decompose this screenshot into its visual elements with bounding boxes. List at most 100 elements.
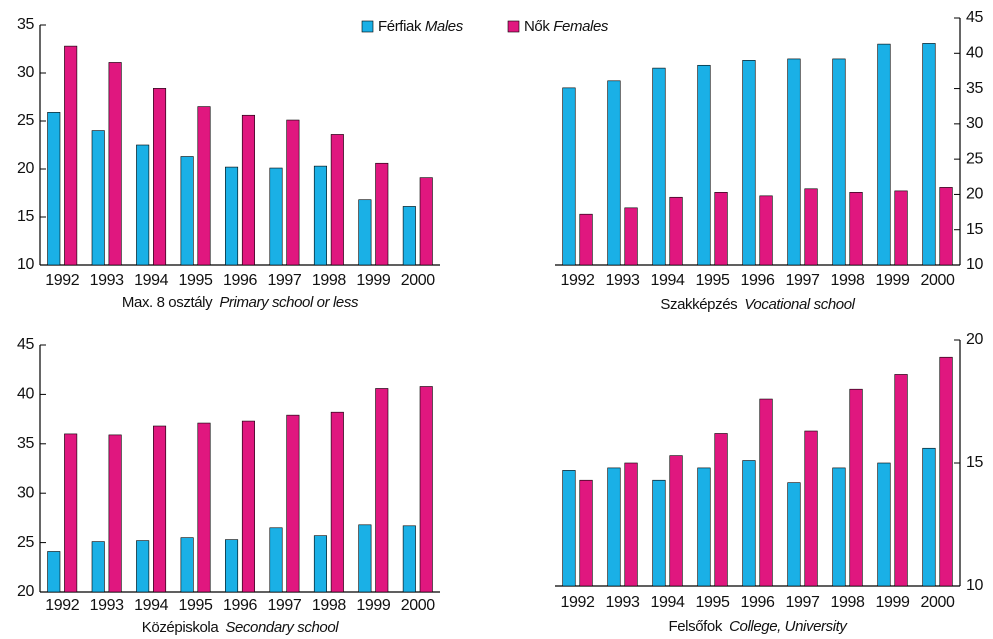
legend-name: Férfiak xyxy=(378,18,422,35)
x-tick-label: 1995 xyxy=(179,597,213,614)
bar xyxy=(108,62,122,266)
y-tick-label: 25 xyxy=(17,534,34,551)
bar xyxy=(939,356,953,587)
bar xyxy=(153,425,167,593)
bar xyxy=(894,190,908,266)
bar xyxy=(832,467,846,587)
x-tick-label: 1999 xyxy=(876,594,910,611)
bar xyxy=(286,119,300,266)
x-tick-label: 1997 xyxy=(267,597,301,614)
x-tick-label: 1994 xyxy=(134,597,168,614)
bar xyxy=(579,479,593,587)
y-tick-label: 30 xyxy=(966,115,983,132)
panel-title: Max. 8 osztály Primary school or less xyxy=(122,294,359,311)
bar xyxy=(136,144,150,266)
bar xyxy=(91,130,105,266)
y-tick-label: 35 xyxy=(17,16,34,33)
bar xyxy=(562,87,576,266)
bar xyxy=(849,388,863,587)
x-tick-label: 1993 xyxy=(90,272,124,289)
x-tick-label: 2000 xyxy=(401,272,435,289)
x-tick-label: 1993 xyxy=(90,597,124,614)
bar xyxy=(241,420,255,593)
x-tick-label: 1992 xyxy=(45,272,79,289)
y-tick-label: 30 xyxy=(17,484,34,501)
x-tick-label: 1999 xyxy=(356,272,390,289)
bar xyxy=(877,43,891,266)
y-tick-label: 15 xyxy=(966,454,983,471)
bar xyxy=(375,388,389,593)
bar xyxy=(697,64,711,266)
bar xyxy=(180,537,194,593)
y-tick-label: 10 xyxy=(17,256,34,273)
legend-label: Férfiak Males xyxy=(378,18,464,35)
x-tick-label: 1998 xyxy=(312,272,346,289)
bar xyxy=(358,199,372,266)
x-tick-label: 1999 xyxy=(356,597,390,614)
legend-label: Nők Females xyxy=(524,18,609,35)
bar xyxy=(804,430,818,587)
x-tick-label: 1997 xyxy=(786,272,820,289)
panel-title: Felsőfok College, University xyxy=(668,618,848,635)
bar xyxy=(136,540,150,593)
bar xyxy=(180,156,194,266)
x-tick-label: 1996 xyxy=(223,597,257,614)
y-tick-label: 20 xyxy=(966,331,983,348)
y-tick-label: 15 xyxy=(17,208,34,225)
bar xyxy=(849,192,863,266)
y-tick-label: 25 xyxy=(966,150,983,167)
bar xyxy=(313,165,327,266)
panel-title-en: College, University xyxy=(729,618,848,635)
bar xyxy=(607,80,621,266)
y-tick-label: 20 xyxy=(17,160,34,177)
bar xyxy=(579,213,593,266)
bar xyxy=(669,455,683,587)
x-tick-label: 1993 xyxy=(606,594,640,611)
panel-title-hu: Felsőfok xyxy=(668,618,722,635)
bar xyxy=(419,386,433,593)
bar xyxy=(330,134,344,266)
bar xyxy=(286,414,300,593)
x-tick-label: 1992 xyxy=(561,272,595,289)
panel-title-hu: Max. 8 osztály xyxy=(122,294,213,311)
bar xyxy=(241,114,255,266)
bar xyxy=(787,58,801,266)
bar xyxy=(742,460,756,587)
bar xyxy=(624,462,638,587)
bar xyxy=(330,411,344,593)
bar xyxy=(47,551,61,593)
panel-title: Középiskola Secondary school xyxy=(142,619,339,636)
bar xyxy=(607,467,621,587)
x-tick-label: 1992 xyxy=(561,594,595,611)
legend-name: Nők xyxy=(524,18,550,35)
bar xyxy=(894,374,908,587)
y-tick-label: 40 xyxy=(966,45,983,62)
bar xyxy=(697,467,711,587)
bar xyxy=(313,535,327,593)
bar xyxy=(922,43,936,266)
bar xyxy=(669,196,683,266)
bar xyxy=(939,187,953,266)
x-tick-label: 2000 xyxy=(401,597,435,614)
x-tick-label: 1993 xyxy=(606,272,640,289)
bar xyxy=(269,167,283,266)
x-tick-label: 1997 xyxy=(786,594,820,611)
bar xyxy=(804,188,818,266)
x-tick-label: 1992 xyxy=(45,597,79,614)
x-tick-label: 1994 xyxy=(134,272,168,289)
legend-swatch xyxy=(361,20,374,33)
bar xyxy=(759,398,773,587)
bar xyxy=(402,525,416,593)
panel-title-hu: Középiskola xyxy=(142,619,220,636)
bar xyxy=(197,422,211,593)
bar xyxy=(153,88,167,266)
panel-title-en: Vocational school xyxy=(744,296,855,313)
bar xyxy=(375,162,389,266)
x-tick-label: 1996 xyxy=(223,272,257,289)
panel-title: Szakképzés Vocational school xyxy=(660,296,855,313)
panel-title-en: Secondary school xyxy=(225,619,339,636)
bar xyxy=(922,447,936,587)
x-tick-label: 1996 xyxy=(741,594,775,611)
y-tick-label: 10 xyxy=(966,256,983,273)
